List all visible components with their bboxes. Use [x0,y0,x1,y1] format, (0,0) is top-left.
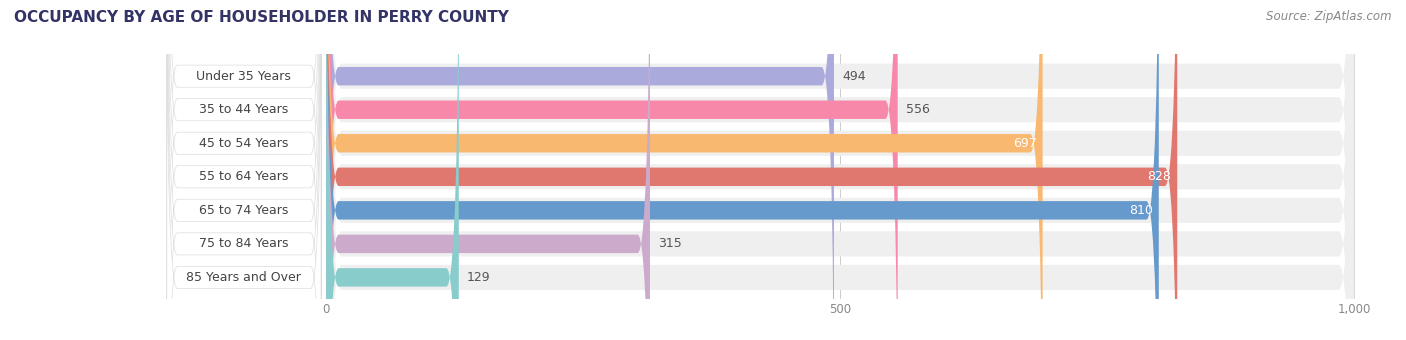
FancyBboxPatch shape [167,0,321,340]
Text: 828: 828 [1147,170,1171,183]
FancyBboxPatch shape [167,0,321,340]
FancyBboxPatch shape [167,0,321,340]
FancyBboxPatch shape [167,0,321,340]
FancyBboxPatch shape [167,0,321,340]
Text: 556: 556 [905,103,929,116]
Text: 494: 494 [842,70,866,83]
Text: 315: 315 [658,237,682,250]
Text: 810: 810 [1129,204,1153,217]
FancyBboxPatch shape [326,0,1177,340]
FancyBboxPatch shape [167,0,321,340]
Text: Under 35 Years: Under 35 Years [197,70,291,83]
FancyBboxPatch shape [326,0,1043,340]
Text: OCCUPANCY BY AGE OF HOUSEHOLDER IN PERRY COUNTY: OCCUPANCY BY AGE OF HOUSEHOLDER IN PERRY… [14,10,509,25]
FancyBboxPatch shape [326,0,834,340]
Text: Source: ZipAtlas.com: Source: ZipAtlas.com [1267,10,1392,23]
FancyBboxPatch shape [326,0,1354,340]
FancyBboxPatch shape [326,0,458,340]
FancyBboxPatch shape [326,0,1354,340]
FancyBboxPatch shape [326,0,1354,340]
FancyBboxPatch shape [326,0,650,340]
Text: 129: 129 [467,271,491,284]
FancyBboxPatch shape [326,0,897,340]
FancyBboxPatch shape [167,0,321,340]
FancyBboxPatch shape [326,0,1354,340]
FancyBboxPatch shape [326,0,1354,340]
Text: 75 to 84 Years: 75 to 84 Years [200,237,288,250]
Text: 55 to 64 Years: 55 to 64 Years [200,170,288,183]
FancyBboxPatch shape [326,0,1159,340]
Text: 85 Years and Over: 85 Years and Over [187,271,301,284]
Text: 697: 697 [1012,137,1036,150]
FancyBboxPatch shape [326,0,1354,340]
Text: 45 to 54 Years: 45 to 54 Years [200,137,288,150]
Text: 35 to 44 Years: 35 to 44 Years [200,103,288,116]
Text: 65 to 74 Years: 65 to 74 Years [200,204,288,217]
FancyBboxPatch shape [326,0,1354,340]
